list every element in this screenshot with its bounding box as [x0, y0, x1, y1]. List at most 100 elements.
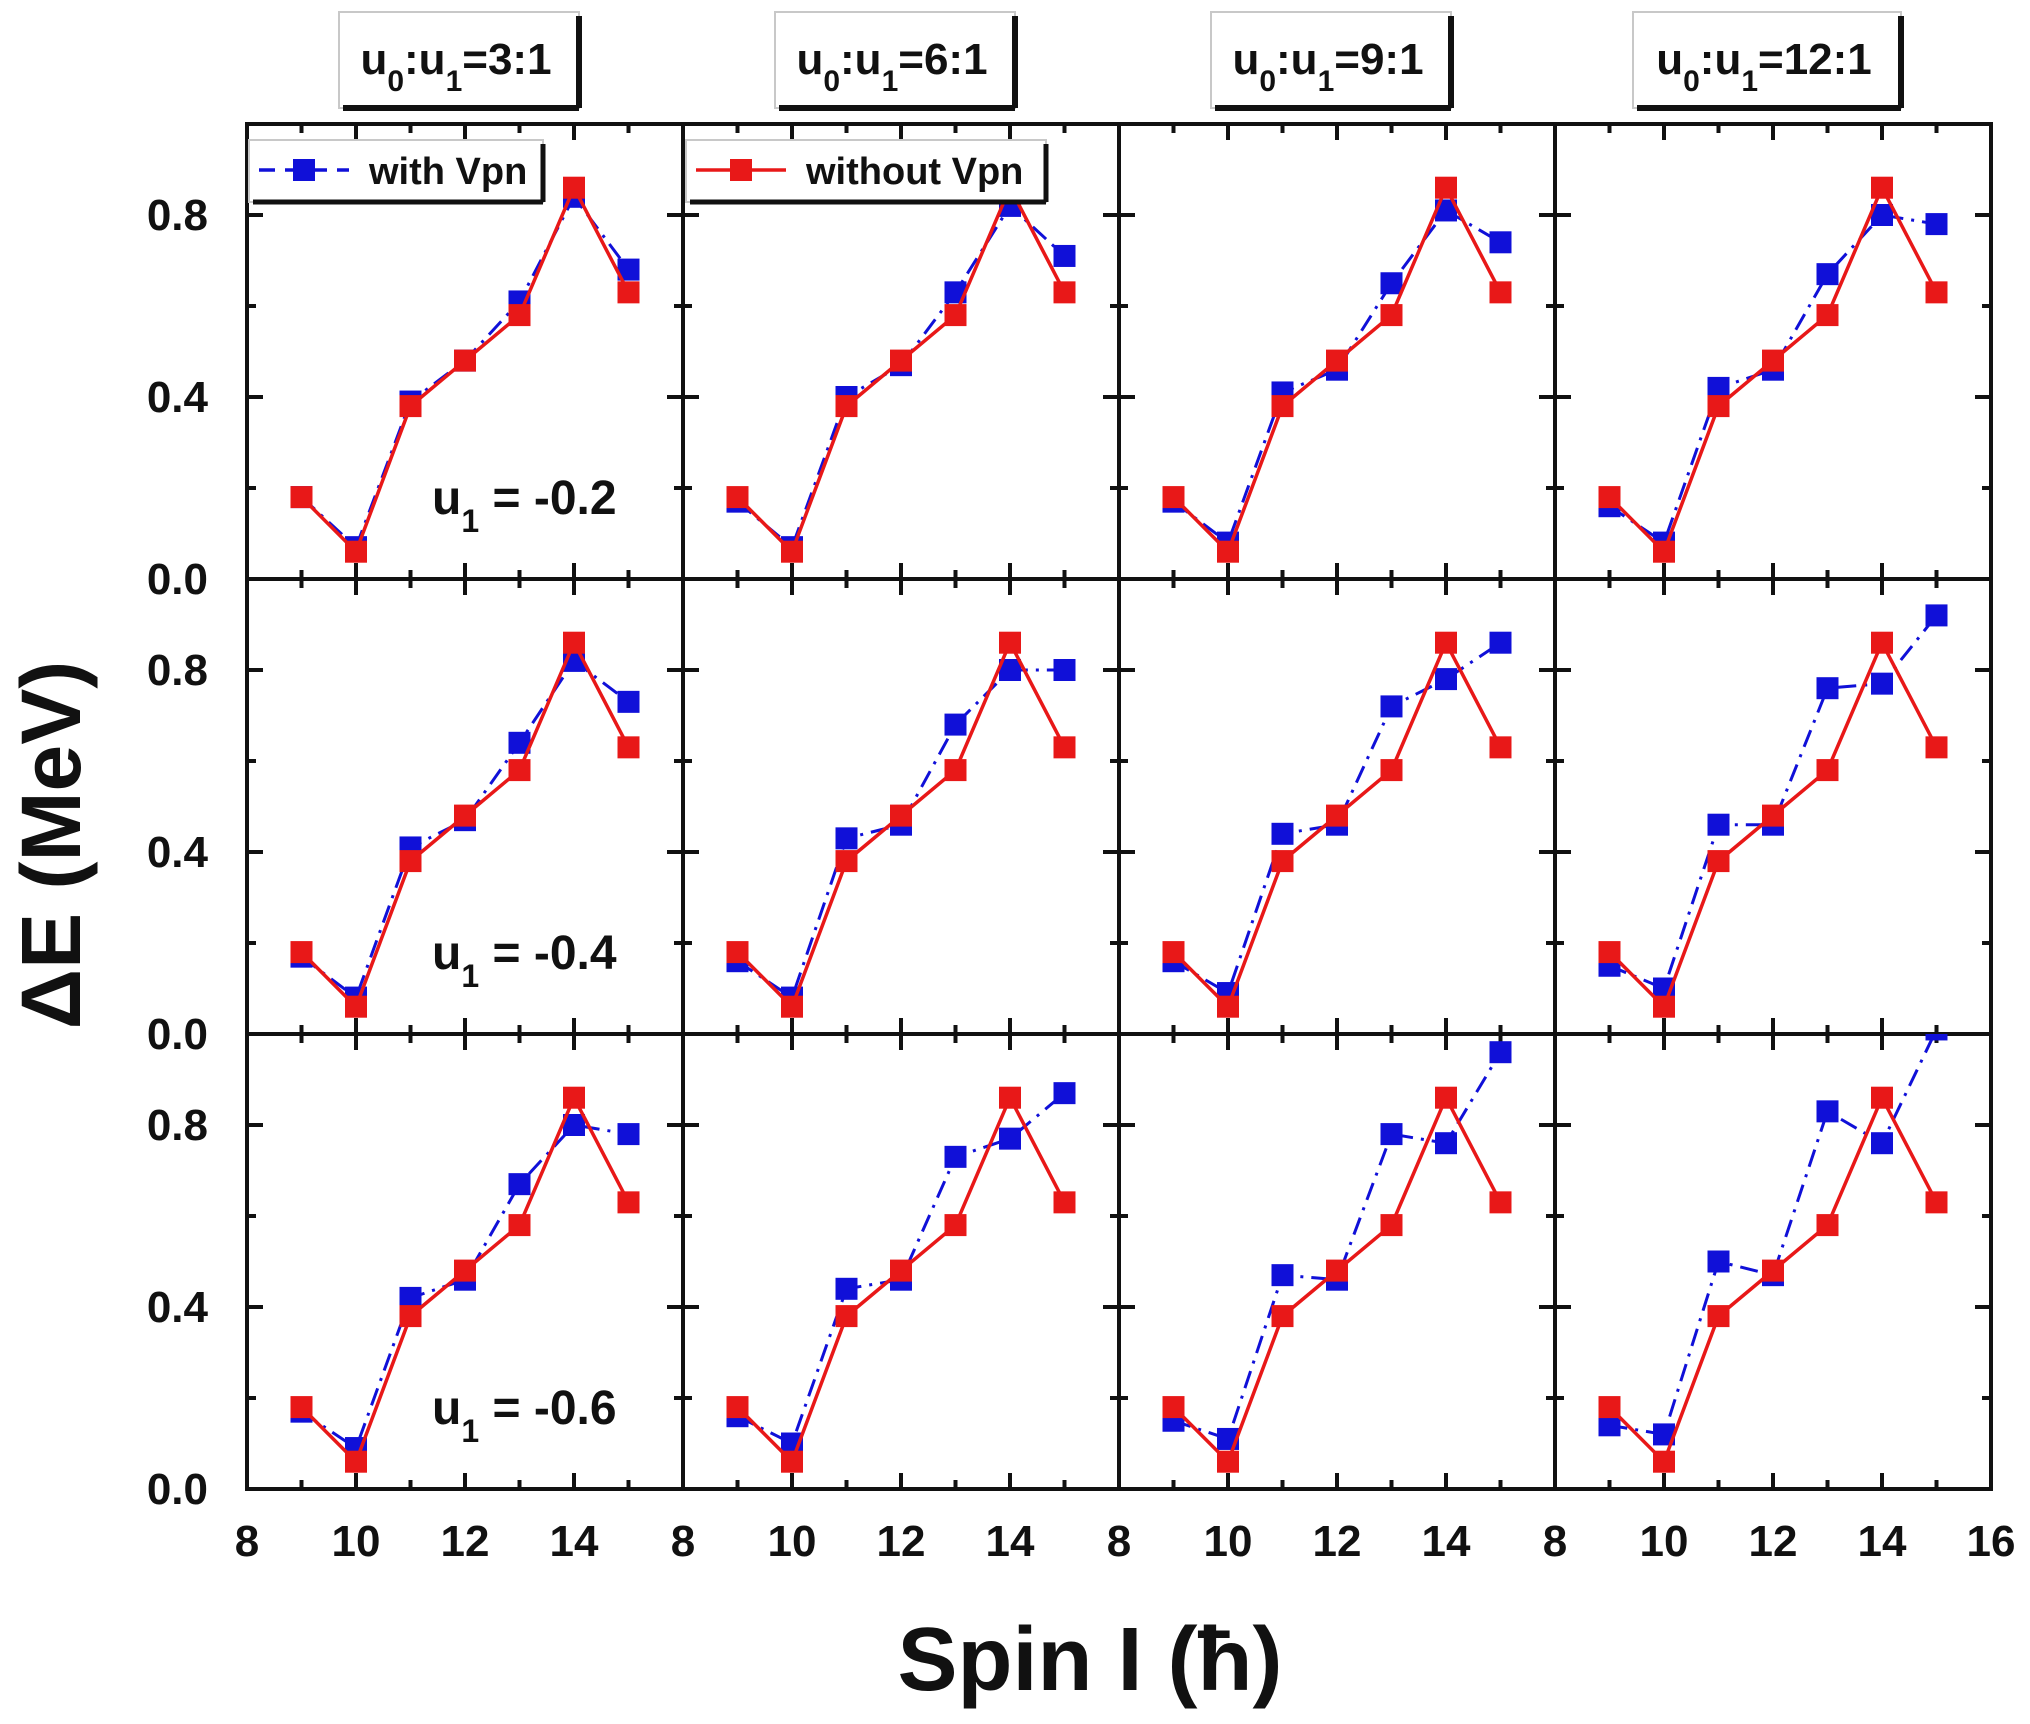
title-box: [1632, 11, 1902, 109]
without-vpn-point: [1326, 804, 1348, 827]
y-tick-label: 0.4: [147, 828, 209, 877]
row-label-1: u1 = -0.4: [432, 927, 617, 994]
without-vpn-point: [890, 804, 912, 827]
legend-item-1: without Vpn: [685, 139, 1049, 205]
x-tick-label: 14: [1422, 1517, 1471, 1566]
without-vpn-point: [563, 631, 585, 654]
y-tick-label: 0.4: [147, 373, 209, 422]
y-axis-label: ΔE (MeV): [4, 661, 98, 1029]
title-box: [1210, 11, 1452, 109]
series-panel-r0-c3: [1598, 176, 1948, 563]
column-title-0: u0:u1=3:1: [338, 11, 582, 111]
column-title-3: u0:u1=12:1: [1632, 11, 1904, 111]
with-vpn-point: [1816, 677, 1839, 700]
with-vpn-point: [1489, 631, 1512, 654]
without-vpn-point: [617, 281, 640, 304]
series-panel-r2-c0: [290, 1086, 640, 1473]
without-vpn-point: [1489, 736, 1512, 759]
without-vpn-point: [1053, 736, 1076, 759]
without-vpn-point: [1053, 1191, 1076, 1214]
y-tick-label: 0.8: [147, 191, 208, 240]
with-vpn-point: [1489, 1041, 1512, 1064]
tick-marks: [247, 124, 1991, 1489]
with-vpn-point: [1271, 822, 1294, 845]
without-vpn-point: [944, 304, 967, 327]
with-vpn-point: [944, 1145, 967, 1168]
with-vpn-point: [944, 713, 967, 736]
data-series: [290, 176, 1948, 1473]
with-vpn-point: [1053, 659, 1076, 681]
without-vpn-point: [835, 395, 858, 418]
with-vpn-point: [1871, 1132, 1893, 1155]
without-vpn-point: [1925, 1191, 1948, 1214]
without-vpn-point: [1489, 1191, 1512, 1214]
without-vpn-point: [1271, 1305, 1294, 1328]
column-title-text: u0:u1=9:1: [1232, 35, 1423, 98]
without-vpn-point: [1925, 736, 1948, 759]
without-vpn-point: [563, 1086, 585, 1109]
with-vpn-point: [835, 827, 858, 850]
chart-text: 8 10 12 14 8 10 12 14 8 10 12 14 8 10 12 14 16 0.0 0.4 0.8 0…: [147, 11, 2016, 1566]
without-vpn-point: [345, 995, 367, 1018]
without-vpn-point: [345, 1450, 367, 1473]
with-vpn-point: [1707, 1250, 1730, 1273]
without-vpn-point: [1326, 1259, 1348, 1282]
without-vpn-point: [1816, 304, 1839, 327]
row-label-2: u1 = -0.6: [432, 1382, 617, 1449]
series-panel-r2-c3: [1598, 1034, 1948, 1473]
y-tick-label: 0.0: [147, 1010, 208, 1059]
without-vpn-point: [781, 540, 803, 563]
with-vpn-point: [1053, 244, 1076, 267]
without-vpn-point: [1326, 349, 1348, 372]
series-panel-r1-c2: [1162, 631, 1512, 1018]
with-vpn-point: [1435, 668, 1457, 691]
series-panel-r0-c0: [290, 176, 640, 563]
without-vpn-point: [944, 759, 967, 782]
with-vpn-point: [617, 258, 640, 281]
without-vpn-point: [999, 631, 1021, 654]
y-tick-label: 0.8: [147, 646, 208, 695]
with-vpn-point: [1053, 1082, 1076, 1105]
without-vpn-point: [1707, 850, 1730, 873]
without-vpn-point: [1380, 304, 1403, 327]
row-label-0: u1 = -0.2: [432, 472, 617, 539]
column-title-text: u0:u1=12:1: [1656, 35, 1872, 98]
without-vpn-point: [835, 850, 858, 873]
without-vpn-point: [1925, 281, 1948, 304]
series-panel-r2-c1: [726, 1082, 1076, 1473]
with-vpn-point: [617, 1123, 640, 1146]
x-tick-label: 8: [671, 1517, 695, 1566]
without-vpn-point: [1053, 281, 1076, 304]
without-vpn-point: [1598, 941, 1621, 964]
with-vpn-point: [999, 1127, 1021, 1150]
without-vpn-point: [1598, 1396, 1621, 1419]
with-vpn-point: [563, 1114, 585, 1136]
legend-marker: [293, 159, 315, 181]
y-tick-label: 0.0: [147, 555, 208, 604]
without-vpn-point: [1762, 1259, 1784, 1282]
without-vpn-point: [617, 736, 640, 759]
without-vpn-point: [1435, 176, 1457, 199]
without-vpn-point: [1871, 1086, 1893, 1109]
with-vpn-point: [1598, 1414, 1621, 1437]
without-vpn-point: [1380, 1214, 1403, 1237]
without-vpn-point: [1653, 1450, 1675, 1473]
legend-label: with Vpn: [368, 151, 527, 193]
title-box: [338, 11, 580, 109]
without-vpn-point: [1217, 1450, 1239, 1473]
x-tick-label: 8: [1107, 1517, 1131, 1566]
x-tick-label: 16: [1967, 1517, 2016, 1566]
x-tick-label: 10: [1640, 1517, 1689, 1566]
without-vpn-point: [290, 941, 313, 964]
with-vpn-point: [1816, 263, 1839, 286]
without-vpn-point: [508, 1214, 531, 1237]
column-title-text: u0:u1=6:1: [796, 35, 987, 98]
without-vpn-point: [999, 1086, 1021, 1109]
without-vpn-point: [454, 804, 476, 827]
without-vpn-point: [399, 1305, 422, 1328]
with-vpn-point: [1380, 1123, 1403, 1146]
without-vpn-point: [1162, 941, 1185, 964]
with-vpn-point: [1653, 1423, 1675, 1446]
x-tick-label: 14: [550, 1517, 599, 1566]
